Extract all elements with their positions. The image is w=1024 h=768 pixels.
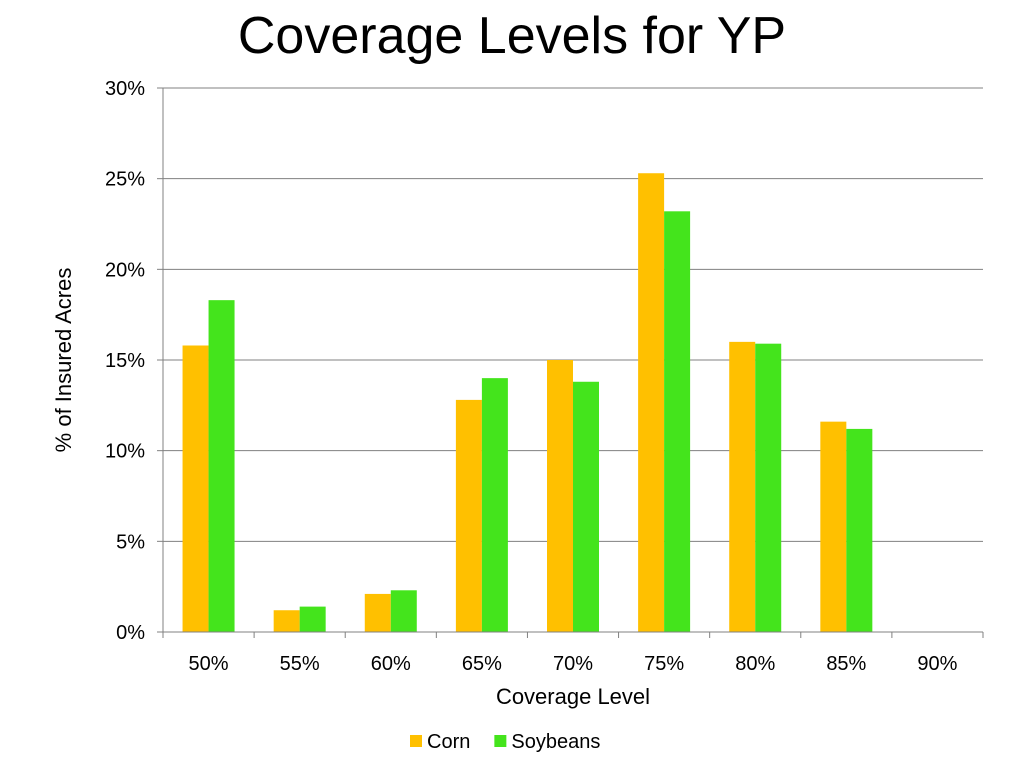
legend-swatch-corn [410, 735, 422, 747]
legend-swatch-soybeans [494, 735, 507, 747]
y-tick-label: 30% [105, 78, 145, 100]
bar-corn-70 [547, 360, 573, 632]
y-tick-label: 0% [116, 622, 145, 644]
bar-corn-65 [455, 399, 482, 632]
x-tick-label: 65% [462, 653, 502, 675]
bars [182, 173, 873, 632]
axes [157, 87, 984, 638]
x-tick-label: 50% [189, 653, 229, 675]
x-tick-label: 90% [917, 653, 957, 675]
bar-soybeans-60 [390, 590, 417, 632]
legend-label-corn: Corn [427, 731, 470, 753]
tick-labels: 0% 5% 10% 15% 20% 25% 30% 50% 55% 60% 65% 70% 75% 80%… [105, 78, 958, 675]
x-tick-label: 85% [826, 653, 866, 675]
y-tick-label: 25% [105, 169, 145, 191]
bar-corn-50 [182, 345, 209, 632]
chart-title: Coverage Levels for YP [237, 7, 787, 65]
bar-corn-85 [820, 421, 847, 632]
y-tick-label: 20% [105, 259, 145, 281]
bar-soybeans-75 [664, 211, 691, 632]
x-tick-label: 80% [735, 653, 775, 675]
bar-corn-75 [638, 173, 665, 632]
bar-corn-60 [364, 593, 391, 632]
legend-label-soybeans: Soybeans [511, 731, 600, 753]
y-tick-label: 15% [105, 350, 145, 372]
y-tick-label: 10% [105, 441, 145, 463]
legend: Corn Soybeans [410, 731, 600, 753]
bar-soybeans-70 [573, 381, 599, 632]
y-axis-title: % of Insured Acres [51, 268, 76, 453]
x-tick-label: 75% [644, 653, 684, 675]
x-tick-label: 55% [280, 653, 320, 675]
y-tick-label: 5% [116, 531, 145, 553]
x-axis-title: Coverage Level [496, 684, 650, 709]
bar-soybeans-85 [846, 428, 873, 632]
bar-corn-55 [273, 610, 300, 632]
x-tick-label: 70% [553, 653, 593, 675]
bar-soybeans-50 [208, 300, 235, 632]
x-tick-label: 60% [371, 653, 411, 675]
bar-soybeans-55 [299, 606, 326, 632]
bar-corn-80 [729, 341, 756, 632]
bar-soybeans-65 [481, 378, 508, 632]
bar-soybeans-80 [755, 343, 782, 632]
